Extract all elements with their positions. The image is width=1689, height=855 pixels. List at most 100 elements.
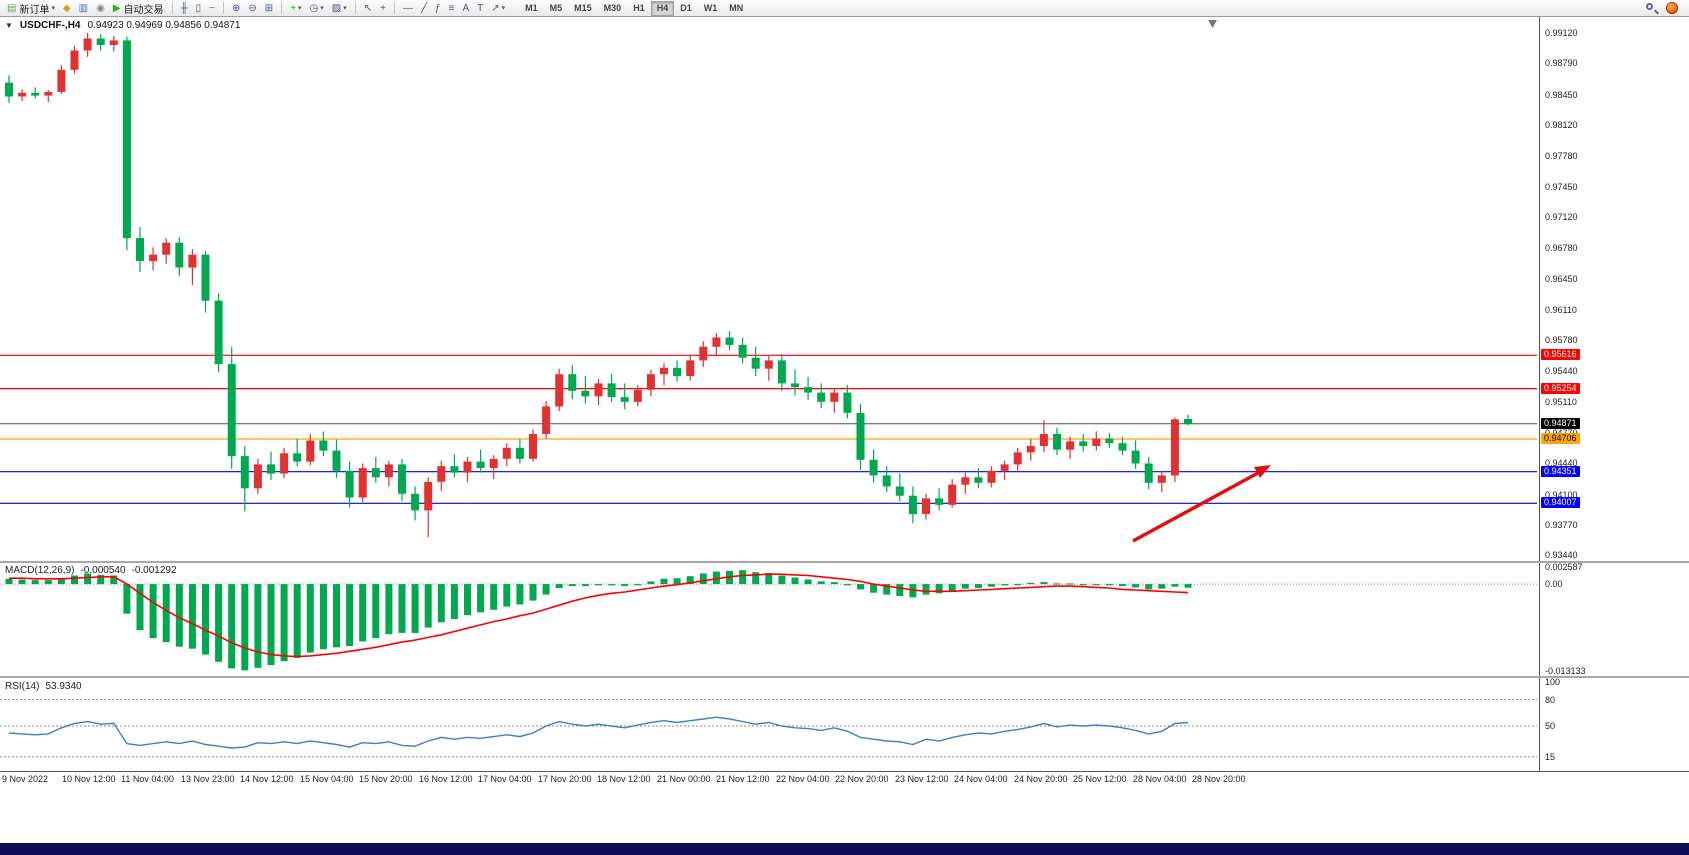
tile-windows-button[interactable]: ⊞ (261, 1, 277, 16)
candle-body (149, 254, 158, 262)
rsi-name: RSI(14) (5, 681, 40, 692)
label-button[interactable]: T (473, 1, 487, 16)
rsi-scale-label: 80 (1545, 695, 1556, 705)
candle-body (660, 367, 668, 375)
candlestick-icon: ▯ (195, 2, 202, 14)
one-click-trading-toggle[interactable]: ▼ (5, 21, 13, 30)
text-button[interactable]: A (458, 1, 473, 16)
candle-body (1079, 441, 1088, 446)
channel-button[interactable]: ≡ (445, 1, 459, 16)
fibonacci-button[interactable]: ƒ (431, 1, 445, 16)
macd-histogram-bar (870, 584, 878, 593)
zoom-in-button[interactable]: ⊕ (228, 1, 244, 16)
candle-body (1026, 446, 1035, 453)
candle-body (358, 468, 367, 498)
line-chart-button[interactable]: ~ (205, 1, 219, 16)
clock-icon: ◷ (309, 2, 319, 14)
candle-body (764, 360, 773, 369)
new-order-button[interactable]: ▤ 新订单 ▾ (3, 1, 59, 16)
macd-histogram-bar (857, 584, 864, 590)
candle-body (253, 464, 262, 489)
rsi-value: 53.9340 (45, 681, 82, 692)
crosshair-button[interactable]: + (376, 1, 390, 16)
profiles-button[interactable]: ◆ (59, 1, 75, 16)
macd-histogram-bar (31, 580, 39, 585)
panel-separator-rsi[interactable] (0, 676, 1689, 678)
macd-histogram-bar (1171, 584, 1179, 587)
level-price-badge: 0.94007 (1541, 497, 1580, 508)
candle-body (1092, 438, 1101, 446)
bar-chart-button[interactable]: ╫ (177, 1, 192, 16)
time-tick-label: 11 Nov 04:00 (121, 774, 174, 784)
candle-body (450, 466, 459, 473)
candle-body (489, 458, 498, 469)
time-tick-label: 14 Nov 12:00 (240, 774, 294, 784)
candle-body (476, 461, 485, 468)
templates-button[interactable]: ▨ ▾ (328, 1, 351, 16)
horizontal-line-button[interactable]: — (399, 1, 417, 16)
annotation-arrow-head[interactable] (1254, 465, 1271, 478)
macd-histogram-bar (1158, 584, 1166, 589)
macd-histogram-bar (765, 572, 773, 585)
time-tick-label: 22 Nov 04:00 (776, 774, 830, 784)
macd-histogram-bar (175, 584, 183, 647)
indicators-button[interactable]: + ▾ (286, 1, 305, 16)
macd-scale-label: 0.002587 (1545, 562, 1583, 572)
data-window-button[interactable]: ◉ (92, 1, 109, 16)
candle-body (751, 357, 760, 369)
candle-body (306, 440, 315, 462)
macd-histogram-bar (372, 584, 380, 639)
chevron-down-icon: ▾ (51, 5, 55, 12)
candle-body (1144, 463, 1153, 483)
timeframe-mn-button[interactable]: MN (729, 2, 744, 13)
market-watch-button[interactable]: ▥ (75, 1, 92, 16)
trendline-icon: ╱ (421, 2, 428, 14)
candle-body (935, 498, 944, 505)
timeframe-h1-button[interactable]: H1 (633, 2, 645, 13)
timeframe-h4-button[interactable]: H4 (650, 0, 675, 16)
annotation-arrow-line[interactable] (1132, 471, 1259, 543)
timeframe-d1-button[interactable]: D1 (680, 2, 692, 13)
play-icon: ▶ (112, 2, 121, 14)
timeframe-m30-button[interactable]: M30 (603, 2, 622, 13)
chart-symbol-period: USDCHF-,H4 (19, 20, 81, 31)
macd-histogram-bar (71, 575, 78, 585)
arrows-button[interactable]: ↗ ▾ (487, 1, 509, 16)
timeframe-m15-button[interactable]: M15 (574, 2, 592, 13)
macd-signal-value: -0.001292 (131, 565, 177, 576)
periods-button[interactable]: ◷ ▾ (306, 1, 328, 16)
candle-body (542, 406, 551, 434)
search-icon[interactable] (1645, 2, 1659, 15)
chart-title-bar: ▼ USDCHF-,H4 0.94923 0.94969 0.94856 0.9… (5, 20, 240, 31)
macd-histogram-bar (896, 584, 904, 596)
time-tick-label: 28 Nov 04:00 (1133, 774, 1187, 784)
price-tick-label: 0.93770 (1545, 520, 1578, 530)
macd-histogram-bar (647, 581, 655, 584)
profiles-icon: ◆ (62, 2, 71, 14)
channel-icon: ≡ (448, 2, 455, 14)
auto-trading-button[interactable]: ▶ 自动交易 (109, 1, 168, 16)
panel-separator-macd[interactable] (0, 561, 1689, 563)
candle-body (974, 477, 983, 483)
candle-body (384, 464, 393, 478)
tile-windows-icon: ⊞ (264, 2, 274, 14)
chart-shift-marker-icon[interactable] (1208, 20, 1217, 28)
candle-body (175, 242, 184, 268)
trendline-button[interactable]: ╱ (417, 1, 431, 16)
candle-body (1066, 441, 1075, 450)
timeframe-m5-button[interactable]: M5 (549, 2, 563, 13)
macd-histogram-bar (97, 574, 105, 585)
timeframe-w1-button[interactable]: W1 (703, 2, 718, 13)
candle-body (1105, 438, 1114, 444)
cursor-button[interactable]: ↖ (360, 1, 376, 16)
candlestick-chart-button[interactable]: ▯ (192, 1, 206, 16)
notification-icon[interactable] (1666, 2, 1678, 14)
toolbar-separator (171, 2, 173, 14)
candle-body (319, 440, 328, 451)
timeframe-m1-button[interactable]: M1 (525, 2, 538, 13)
macd-histogram-bar (267, 584, 275, 666)
zoom-out-button[interactable]: ⊖ (244, 1, 260, 16)
macd-histogram-bar (1184, 584, 1192, 588)
macd-histogram-bar (215, 584, 223, 662)
